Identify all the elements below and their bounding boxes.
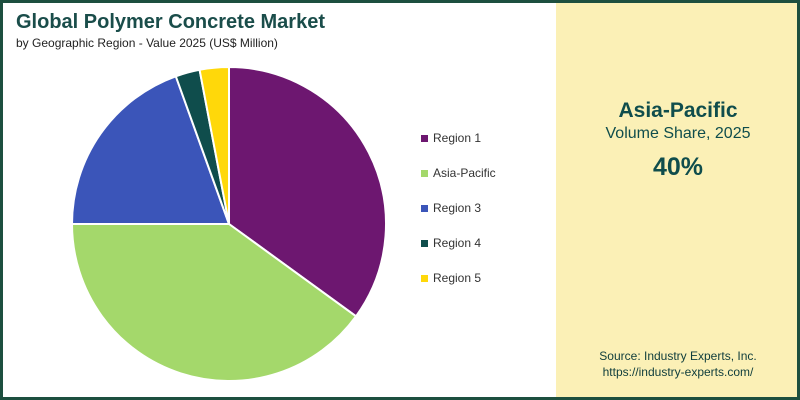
pie-slice	[228, 65, 387, 318]
legend-label: Region 3	[433, 201, 481, 215]
legend-swatch	[421, 205, 428, 212]
legend-swatch	[421, 135, 428, 142]
pie-slice	[70, 223, 358, 382]
highlight-panel: Asia-Pacific Volume Share, 2025 40% Sour…	[556, 3, 797, 397]
highlight-value: 40%	[652, 153, 704, 181]
legend-swatch	[421, 240, 428, 247]
pie-slice	[198, 65, 230, 225]
legend-label: Region 1	[433, 131, 481, 145]
chart-subtitle: by Geographic Region - Value 2025 (US$ M…	[16, 36, 278, 50]
highlight-label: Volume Share, 2025	[605, 125, 751, 142]
legend-swatch	[421, 170, 428, 177]
source: Source: Industry Experts, Inc.	[599, 349, 757, 363]
highlight-region: Asia-Pacific	[618, 99, 738, 122]
legend-label: Region 4	[433, 236, 481, 250]
pie-slice	[70, 75, 231, 225]
legend-label: Asia-Pacific	[433, 166, 496, 180]
legend-label: Region 5	[433, 271, 481, 285]
chart-title: Global Polymer Concrete Market	[16, 11, 325, 33]
legend-swatch	[421, 275, 428, 282]
source-url: https://industry-experts.com/	[602, 365, 754, 379]
chart: Region 1 Asia-Pacific Region 3 Region 4 Regi…	[70, 65, 496, 382]
